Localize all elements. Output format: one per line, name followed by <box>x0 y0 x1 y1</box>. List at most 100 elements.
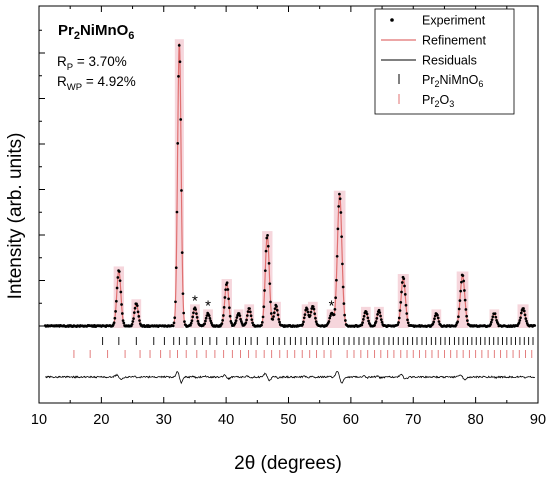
experiment-point <box>495 318 498 322</box>
experiment-point <box>305 307 309 311</box>
experiment-point <box>335 254 339 258</box>
x-tick-label: 10 <box>31 412 47 428</box>
experiment-point <box>234 319 238 322</box>
experiment-point <box>203 322 207 326</box>
experiment-point <box>308 314 312 317</box>
experiment-point <box>251 321 254 325</box>
experiment-point <box>362 317 365 321</box>
experiment-point <box>121 319 125 322</box>
experiment-point <box>341 262 344 266</box>
experiment-point <box>174 300 177 304</box>
x-tick-label: 20 <box>93 412 109 428</box>
y-axis-label: Intensity (arb. units) <box>5 133 26 300</box>
experiment-point <box>276 313 280 317</box>
experiment-point <box>313 312 317 316</box>
experiment-point <box>406 318 409 322</box>
experiment-point <box>138 319 141 322</box>
experiment-point <box>360 323 364 327</box>
experiment-point <box>460 280 463 284</box>
experiment-point <box>397 321 400 324</box>
experiment-point <box>365 312 369 316</box>
legend-phase2-label: Pr2O3 <box>422 93 454 109</box>
peak-shade-10 <box>301 304 312 328</box>
experiment-point <box>180 189 183 192</box>
experiment-point <box>464 308 468 311</box>
experiment-point <box>404 303 408 307</box>
experiment-point <box>436 316 440 320</box>
experiment-point <box>262 305 266 309</box>
experiment-point <box>342 302 346 305</box>
experiment-point <box>192 311 195 315</box>
experiment-point <box>456 320 460 324</box>
experiment-point <box>228 306 231 310</box>
experiment-point <box>366 316 370 320</box>
experiment-point <box>489 323 492 326</box>
experiment-point <box>222 306 226 309</box>
experiment-point <box>114 310 117 313</box>
experiment-point <box>463 289 466 292</box>
peak-shade-3 <box>190 304 200 328</box>
experiment-point <box>272 311 276 315</box>
legend-box <box>374 8 515 115</box>
experiment-point <box>496 322 500 326</box>
experiment-point <box>328 316 332 320</box>
experiment-point <box>222 314 225 317</box>
experiment-point <box>266 234 269 237</box>
experiment-point <box>227 297 230 301</box>
experiment-point <box>178 60 182 64</box>
experiment-point <box>333 307 337 311</box>
impurity-marker: * <box>329 297 335 314</box>
experiment-point <box>374 320 378 323</box>
experiment-point <box>461 274 465 277</box>
experiment-point <box>377 308 381 312</box>
experiment-point <box>463 298 467 302</box>
experiment-point <box>269 300 272 304</box>
peak-shade-17 <box>431 309 442 328</box>
experiment-point <box>327 320 331 323</box>
experiment-point <box>267 261 271 265</box>
experiment-point <box>361 321 364 324</box>
peak-shade-7 <box>244 304 255 328</box>
experiment-point <box>246 310 250 314</box>
experiment-point <box>466 319 469 322</box>
peak-shade-14 <box>360 306 371 328</box>
experiment-point <box>273 307 277 311</box>
experiment-point <box>433 317 436 321</box>
legend: Experiment Refinement Residuals Pr2NiMnO… <box>374 8 515 115</box>
experiment-point <box>131 320 135 323</box>
peak-shade-9 <box>271 301 281 328</box>
experiment-point <box>491 315 495 319</box>
experiment-point <box>301 323 305 326</box>
experiment-point <box>137 315 141 318</box>
x-tick-label: 60 <box>343 412 359 428</box>
peak-shade-6 <box>233 309 244 328</box>
experiment-point <box>221 319 224 322</box>
experiment-point <box>490 318 494 322</box>
experiment-point <box>260 320 264 324</box>
experiment-point <box>120 312 124 315</box>
experiment-point <box>396 323 400 327</box>
experiment-point <box>263 289 266 292</box>
experiment-point <box>265 236 269 240</box>
experiment-point <box>235 316 239 319</box>
peak-shade-20 <box>517 304 529 328</box>
experiment-point <box>173 316 177 320</box>
peak-shade-5 <box>221 279 232 328</box>
experiment-point <box>524 317 528 321</box>
experiment-point <box>245 314 249 317</box>
experiment-point <box>195 315 199 319</box>
residuals-line <box>45 371 536 385</box>
experiment-point <box>406 321 410 325</box>
experiment-point <box>398 309 402 312</box>
experiment-point <box>459 289 462 293</box>
experiment-point <box>171 324 175 328</box>
experiment-point <box>519 311 523 315</box>
experiment-point <box>311 305 315 308</box>
experiment-point <box>465 314 468 318</box>
experiment-point <box>189 323 192 327</box>
experiment-point <box>367 319 370 323</box>
experiment-point <box>332 313 336 317</box>
peak-shade-13 <box>333 190 346 328</box>
experiment-point <box>376 312 379 316</box>
experiment-point <box>275 308 279 312</box>
